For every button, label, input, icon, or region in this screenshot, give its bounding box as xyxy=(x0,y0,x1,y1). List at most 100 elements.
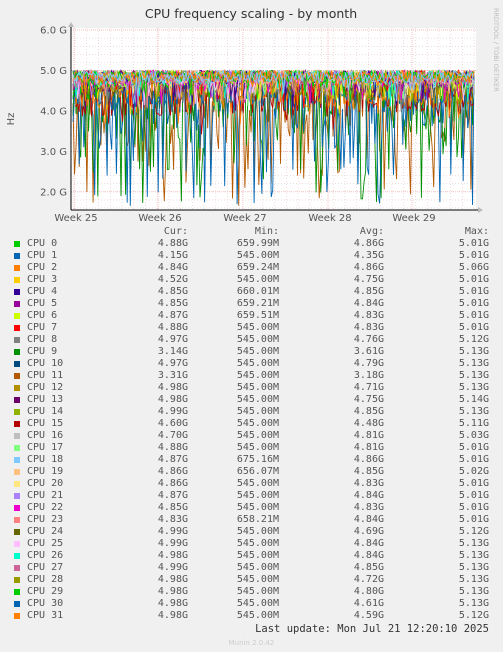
legend-max: 5.12G xyxy=(458,610,489,621)
legend-cur: 4.87G xyxy=(157,454,188,465)
legend-cur: 4.98G xyxy=(157,586,188,597)
legend-name: CPU 30 xyxy=(27,598,64,609)
cpu-frequency-chart: CPU frequency scaling - by month Hz RRDT… xyxy=(6,6,500,224)
legend-avg: 4.84G xyxy=(353,514,384,525)
legend-row: CPU 27 4.99G 545.00M 4.85G 5.13G xyxy=(0,562,503,574)
legend-header-avg: Avg: xyxy=(359,226,384,237)
legend-min: 545.00M xyxy=(236,370,279,381)
legend-row: CPU 4 4.85G 660.01M 4.85G 5.01G xyxy=(0,286,503,298)
legend-cur: 4.98G xyxy=(157,574,188,585)
legend-avg: 4.84G xyxy=(353,298,384,309)
legend-swatch xyxy=(14,289,20,295)
legend-row: CPU 6 4.87G 659.51M 4.83G 5.01G xyxy=(0,310,503,322)
series-line-cpu-2 xyxy=(72,69,475,106)
legend-min: 545.00M xyxy=(236,394,279,405)
legend-cur: 4.86G xyxy=(157,466,188,477)
legend-max: 5.13G xyxy=(458,574,489,585)
legend-row: CPU 26 4.98G 545.00M 4.84G 5.13G xyxy=(0,550,503,562)
legend-min: 659.51M xyxy=(236,310,279,321)
legend-name: CPU 24 xyxy=(27,526,64,537)
legend-name: CPU 2 xyxy=(27,262,58,273)
legend-min: 545.00M xyxy=(236,502,279,513)
series-line-cpu-18 xyxy=(72,69,475,104)
legend-swatch xyxy=(14,373,20,379)
legend-swatch xyxy=(14,253,20,259)
legend-cur: 4.60G xyxy=(157,418,188,429)
legend-avg: 4.59G xyxy=(353,610,384,621)
legend-name: CPU 9 xyxy=(27,346,58,357)
legend-cur: 4.84G xyxy=(157,262,188,273)
series-lines xyxy=(72,68,475,206)
legend-cur: 4.85G xyxy=(157,502,188,513)
legend-avg: 4.48G xyxy=(353,418,384,429)
legend-min: 545.00M xyxy=(236,442,279,453)
y-tick-label: 4.0 G xyxy=(40,106,67,117)
legend-swatch xyxy=(14,565,20,571)
legend-name: CPU 20 xyxy=(27,478,64,489)
legend-name: CPU 14 xyxy=(27,406,64,417)
legend-row: CPU 18 4.87G 675.16M 4.86G 5.01G xyxy=(0,454,503,466)
legend-max: 5.13G xyxy=(458,370,489,381)
legend-row: CPU 15 4.60G 545.00M 4.48G 5.11G xyxy=(0,418,503,430)
legend-avg: 4.84G xyxy=(353,490,384,501)
legend-header-min: Min: xyxy=(254,226,279,237)
legend-row: CPU 7 4.88G 545.00M 4.83G 5.01G xyxy=(0,322,503,334)
legend-row: CPU 16 4.70G 545.00M 4.81G 5.03G xyxy=(0,430,503,442)
legend-name: CPU 23 xyxy=(27,514,64,525)
munin-version: Munin 2.0.42 xyxy=(228,639,275,647)
legend-avg: 4.75G xyxy=(353,394,384,405)
legend-cur: 4.85G xyxy=(157,286,188,297)
legend-cur: 4.99G xyxy=(157,526,188,537)
x-tick-label: Week 25 xyxy=(54,213,97,224)
legend-avg: 4.71G xyxy=(353,382,384,393)
legend-swatch xyxy=(14,517,20,523)
legend-max: 5.13G xyxy=(458,538,489,549)
legend-avg: 4.81G xyxy=(353,430,384,441)
legend-max: 5.01G xyxy=(458,454,489,465)
legend-cur: 4.85G xyxy=(157,298,188,309)
legend-max: 5.01G xyxy=(458,502,489,513)
y-tick-label: 5.0 G xyxy=(40,66,67,77)
legend-cur: 4.88G xyxy=(157,322,188,333)
legend-swatch xyxy=(14,457,20,463)
x-ticks: Week 25 Week 26 Week 27 Week 28 Week 29 xyxy=(54,213,435,224)
legend-swatch xyxy=(14,577,20,583)
legend-swatch xyxy=(14,445,20,451)
legend-min: 545.00M xyxy=(236,598,279,609)
legend-row: CPU 17 4.88G 545.00M 4.81G 5.01G xyxy=(0,442,503,454)
legend-max: 5.13G xyxy=(458,382,489,393)
legend-row: CPU 22 4.85G 545.00M 4.83G 5.01G xyxy=(0,502,503,514)
legend-header-cur: Cur: xyxy=(163,226,188,237)
legend-max: 5.13G xyxy=(458,550,489,561)
legend-swatch xyxy=(14,589,20,595)
legend-min: 545.00M xyxy=(236,334,279,345)
x-tick-label: Week 28 xyxy=(308,213,351,224)
legend-row: CPU 0 4.88G 659.99M 4.86G 5.01G xyxy=(0,238,503,250)
legend-avg: 4.83G xyxy=(353,478,384,489)
legend-swatch xyxy=(14,361,20,367)
legend-min: 545.00M xyxy=(236,550,279,561)
legend-name: CPU 31 xyxy=(27,610,64,621)
legend-row: CPU 13 4.98G 545.00M 4.75G 5.14G xyxy=(0,394,503,406)
y-ticks: 2.0 G 3.0 G 4.0 G 5.0 G 6.0 G xyxy=(40,26,67,199)
legend-min: 675.16M xyxy=(236,454,279,465)
legend-name: CPU 28 xyxy=(27,574,64,585)
x-axis-arrow xyxy=(478,207,483,213)
legend-avg: 4.83G xyxy=(353,310,384,321)
legend-row: CPU 29 4.98G 545.00M 4.80G 5.13G xyxy=(0,586,503,598)
legend-name: CPU 13 xyxy=(27,394,64,405)
legend-swatch xyxy=(14,601,20,607)
legend-name: CPU 26 xyxy=(27,550,64,561)
legend-cur: 4.99G xyxy=(157,562,188,573)
legend-name: CPU 15 xyxy=(27,418,64,429)
legend-max: 5.01G xyxy=(458,478,489,489)
legend-max: 5.01G xyxy=(458,514,489,525)
legend-max: 5.13G xyxy=(458,406,489,417)
legend-name: CPU 3 xyxy=(27,274,58,285)
legend-swatch xyxy=(14,421,20,427)
legend-name: CPU 1 xyxy=(27,250,58,261)
legend-avg: 4.61G xyxy=(353,598,384,609)
legend-max: 5.01G xyxy=(458,274,489,285)
legend-name: CPU 11 xyxy=(27,370,64,381)
legend-row: CPU 28 4.98G 545.00M 4.72G 5.13G xyxy=(0,574,503,586)
